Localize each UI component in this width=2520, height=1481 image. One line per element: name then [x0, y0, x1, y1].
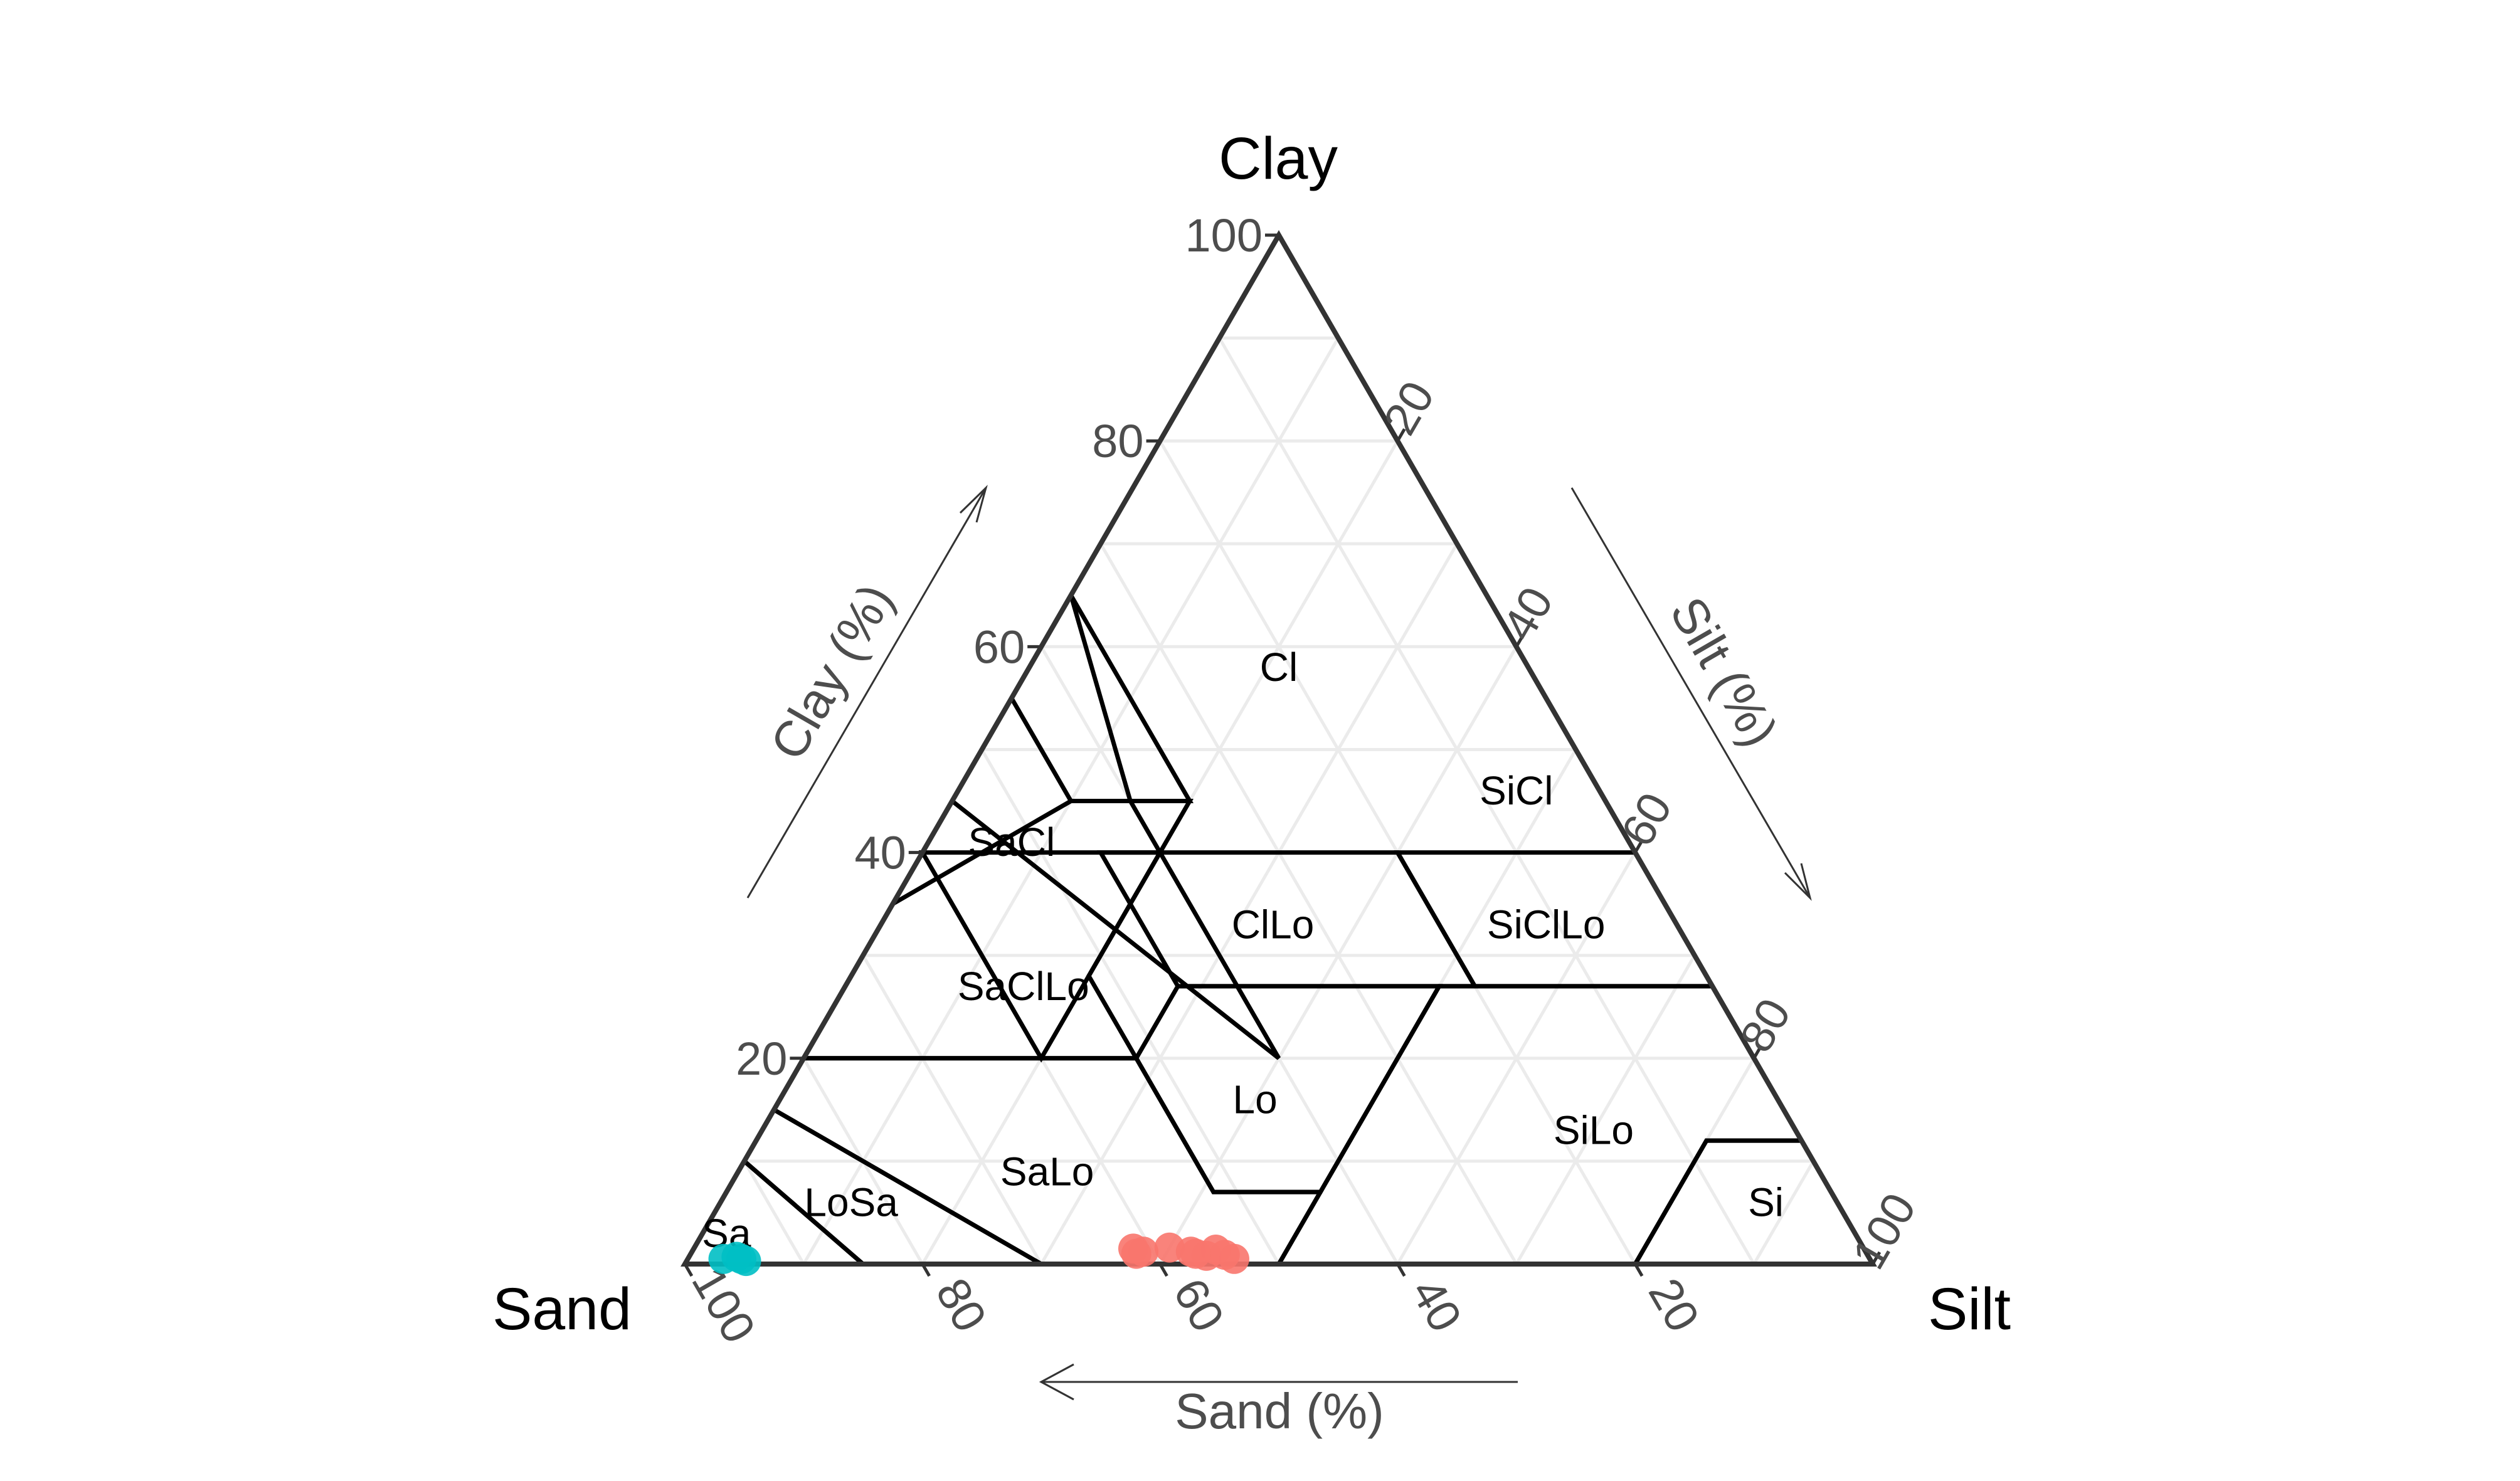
silt-tick-60: [1634, 840, 1644, 853]
sand-axis-title: Sand (%): [1039, 1363, 1518, 1439]
region-label-cllo: ClLo: [1232, 902, 1315, 947]
triangle-outline: [680, 229, 1877, 1267]
clay-tick-label-40: 40: [854, 827, 906, 879]
region-label-sicllo: SiClLo: [1487, 902, 1606, 947]
sand-tick-label-80: 80: [926, 1270, 997, 1341]
vertex-label-sand: Sand: [492, 1276, 632, 1342]
sand-tick-label-60: 60: [1163, 1270, 1234, 1341]
region-label-sicl: SiCl: [1480, 768, 1553, 813]
data-point-series1-9: [1180, 1238, 1211, 1269]
clay-axis-label: Clay (%): [760, 574, 904, 769]
texture-class-labels: Cl SiCl SaCl SaClLo ClLo SiClLo Lo SaLo SiLo Si Lo…: [702, 645, 1784, 1256]
sand-tick-label-40: 40: [1401, 1270, 1472, 1341]
vertex-label-clay: Clay: [1219, 125, 1338, 192]
region-label-sacllo: SaClLo: [958, 964, 1089, 1009]
clay-tick-label-100: 100: [1185, 209, 1263, 261]
sand-tick-40: [1396, 1263, 1406, 1277]
grid-line-silt-70: [1515, 954, 1697, 1265]
grid-line-silt-90: [1752, 1160, 1815, 1265]
region-label-salo: SaLo: [1000, 1149, 1094, 1194]
region-label-silo: SiLo: [1554, 1108, 1634, 1153]
clay-tick-label-20: 20: [736, 1033, 787, 1085]
silt-tick-100: [1871, 1251, 1882, 1265]
silt-axis-arrow: [1570, 487, 1811, 899]
clay-tick-label-60: 60: [973, 621, 1025, 673]
silt-tick-80: [1752, 1045, 1762, 1060]
sand-tick-label-20: 20: [1639, 1270, 1710, 1341]
clay-tick-label-80: 80: [1092, 415, 1143, 467]
clay-axis-arrowhead: [959, 485, 988, 523]
region-label-losa: LoSa: [804, 1180, 898, 1225]
silt-axis-title: Silt (%): [1570, 487, 1812, 901]
clay-axis-arrow: [746, 487, 987, 899]
triangle-frame: [680, 229, 1877, 1267]
sand-tick-60: [1158, 1263, 1168, 1277]
grid-line-silt-30: [1040, 543, 1459, 1265]
grid-line-sand-50: [980, 749, 1281, 1265]
region-label-sacl: SaCl: [968, 820, 1055, 865]
grid-line-sand-10: [1218, 337, 1755, 1265]
data-points: [708, 1232, 1249, 1277]
data-point-series1-8: [1219, 1243, 1249, 1274]
silt-axis-arrowhead: [1784, 863, 1812, 901]
silt-tick-label-40: 40: [1492, 578, 1563, 649]
region-label-lo: Lo: [1233, 1077, 1278, 1122]
grid-line-sand-70: [861, 954, 1043, 1265]
vertex-label-silt: Silt: [1928, 1276, 2011, 1342]
silt-tick-40: [1515, 634, 1525, 648]
region-lo: [1133, 984, 1443, 1194]
grid-line-sand-30: [1099, 543, 1518, 1265]
grid-line-silt-60: [1396, 851, 1637, 1265]
silt-tick-label-80: 80: [1730, 990, 1801, 1061]
sand-axis-arrowhead: [1039, 1363, 1074, 1401]
silt-tick-label-60: 60: [1611, 784, 1682, 855]
sand-tick-20: [1634, 1263, 1644, 1277]
sand-tick-100: [683, 1263, 694, 1277]
silt-tick-20: [1396, 428, 1406, 442]
data-point-series1-2: [1121, 1238, 1151, 1269]
region-label-cl: Cl: [1260, 645, 1298, 690]
sand-axis-label: Sand (%): [1175, 1383, 1384, 1439]
data-point-series0-3: [721, 1241, 752, 1272]
region-label-si: Si: [1748, 1180, 1784, 1225]
grid-line-sand-90: [743, 1160, 805, 1265]
sand-tick-80: [921, 1263, 931, 1277]
silt-tick-label-20: 20: [1374, 372, 1444, 443]
